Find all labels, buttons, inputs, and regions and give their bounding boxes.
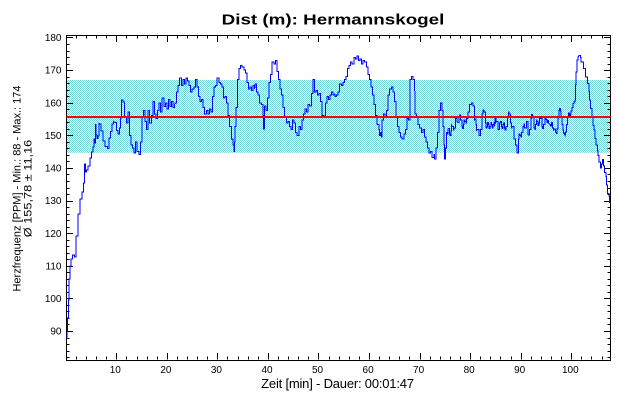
svg-text:Ø 155,78 ± 11,16: Ø 155,78 ± 11,16 [21, 139, 34, 237]
svg-text:100: 100 [562, 365, 579, 376]
svg-text:110: 110 [46, 261, 62, 272]
svg-text:70: 70 [413, 365, 425, 376]
svg-text:20: 20 [160, 365, 172, 376]
svg-text:100: 100 [45, 294, 62, 305]
svg-text:Dist (m): Hermannskogel: Dist (m): Hermannskogel [222, 11, 445, 28]
svg-text:90: 90 [50, 327, 62, 338]
svg-text:160: 160 [45, 98, 62, 109]
svg-text:170: 170 [45, 66, 62, 77]
svg-text:40: 40 [261, 365, 273, 376]
svg-text:60: 60 [363, 365, 375, 376]
svg-text:180: 180 [45, 33, 62, 44]
svg-text:90: 90 [514, 365, 526, 376]
svg-text:120: 120 [45, 229, 62, 240]
svg-text:30: 30 [211, 365, 223, 376]
svg-text:80: 80 [464, 365, 476, 376]
svg-text:130: 130 [45, 196, 62, 207]
svg-text:50: 50 [312, 365, 324, 376]
svg-text:Zeit [min] - Dauer: 00:01:47: Zeit [min] - Dauer: 00:01:47 [261, 376, 414, 391]
svg-text:150: 150 [45, 131, 62, 142]
svg-text:140: 140 [45, 164, 62, 175]
svg-text:Herzfrequenz [PPM] - Min.: 88: Herzfrequenz [PPM] - Min.: 88 - Max.: 17… [12, 85, 24, 291]
svg-text:10: 10 [110, 365, 122, 376]
